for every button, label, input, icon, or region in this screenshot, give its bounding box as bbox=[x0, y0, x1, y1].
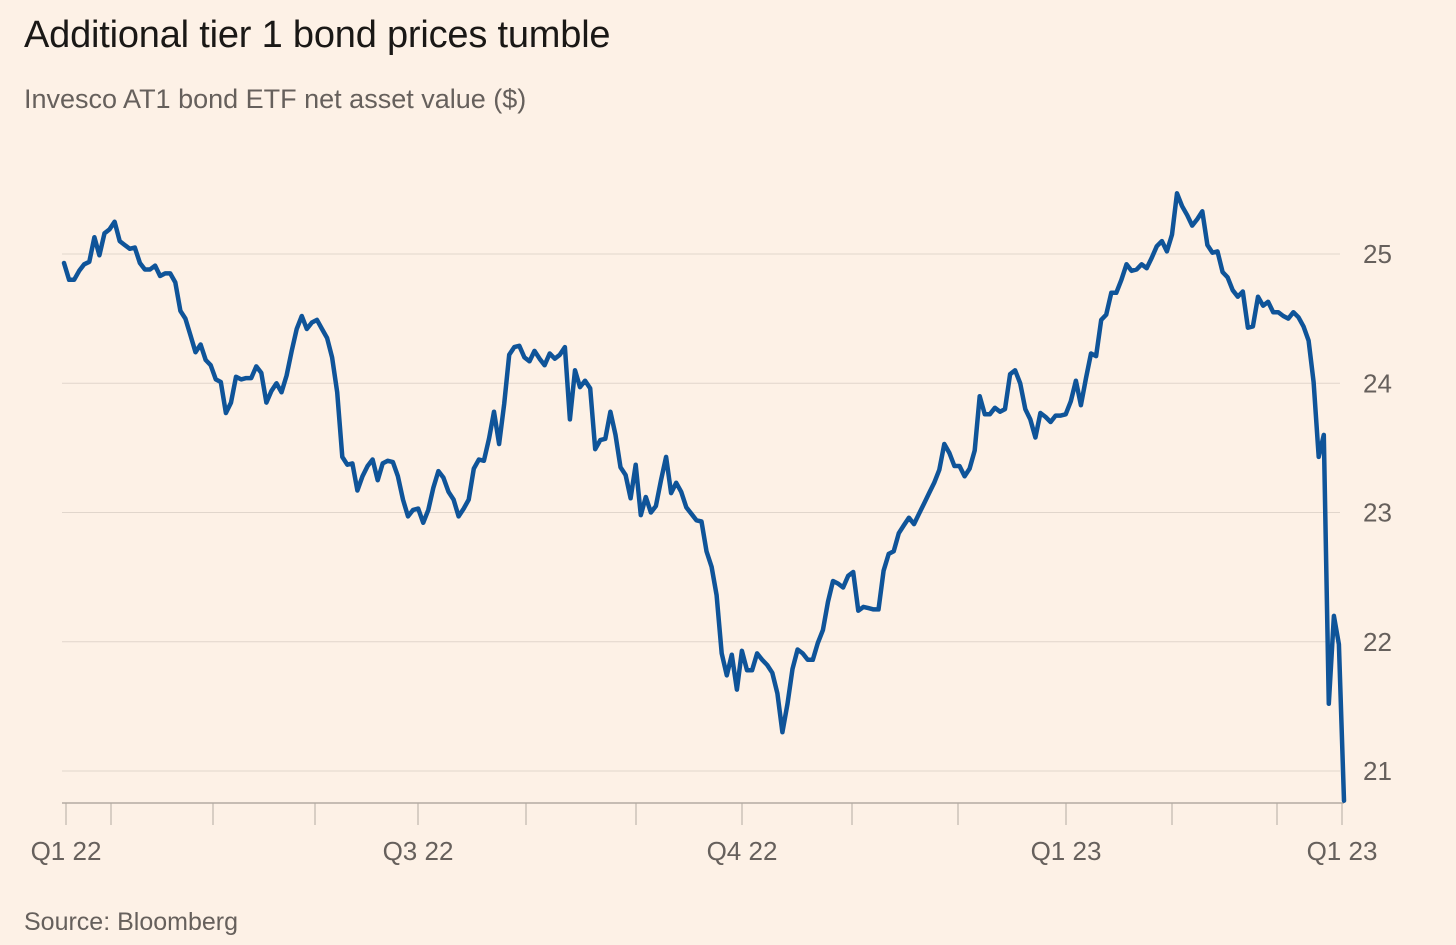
y-tick-label: 25 bbox=[1363, 239, 1392, 269]
x-tick-label: Q1 22 bbox=[31, 836, 102, 866]
x-tick-label: Q1 23 bbox=[1307, 836, 1378, 866]
y-tick-label: 21 bbox=[1363, 756, 1392, 786]
chart-source: Source: Bloomberg bbox=[24, 908, 239, 936]
y-tick-label: 24 bbox=[1363, 368, 1392, 398]
chart-title: Additional tier 1 bond prices tumble bbox=[24, 14, 611, 56]
x-tick-label: Q4 22 bbox=[707, 836, 778, 866]
x-tick-label: Q3 22 bbox=[383, 836, 454, 866]
chart-subtitle: Invesco AT1 bond ETF net asset value ($) bbox=[24, 84, 527, 114]
y-tick-label: 22 bbox=[1363, 627, 1392, 657]
line-chart: 25 24 23 22 21 Q1 22 Q3 22 Q4 22 Q1 23 Q1 23 bbox=[31, 191, 1392, 866]
series-line-0 bbox=[61, 191, 1347, 803]
x-tick-label: Q1 23 bbox=[1031, 836, 1102, 866]
y-tick-label: 23 bbox=[1363, 498, 1392, 528]
